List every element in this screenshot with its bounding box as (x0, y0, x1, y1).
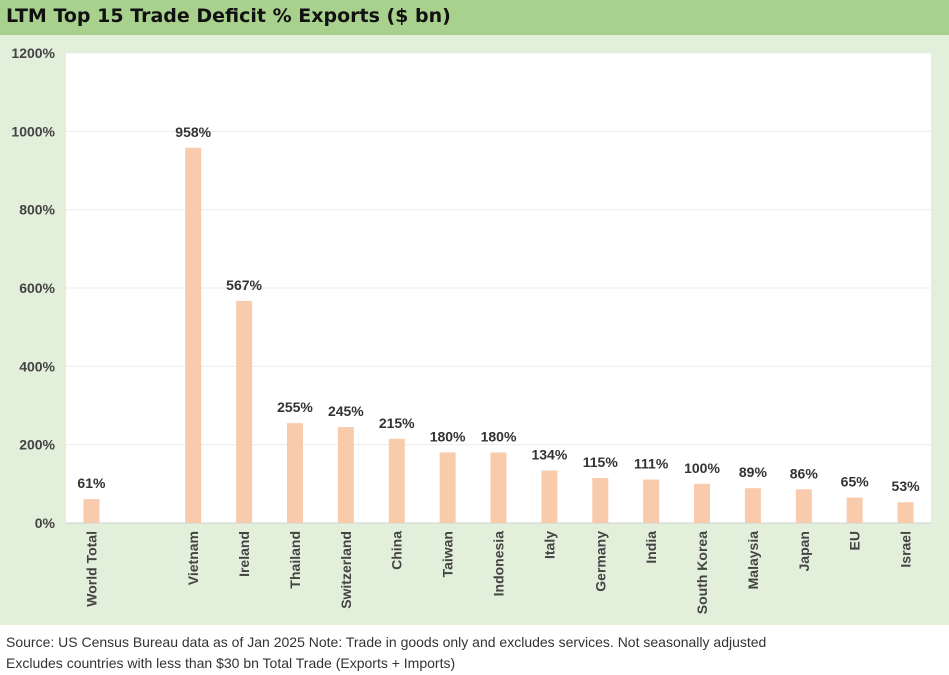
y-tick-label: 600% (19, 280, 55, 296)
chart-area: 0% 200% 400% 600% 800% 1000% 1200% 61% World Tot… (0, 35, 949, 625)
bar (643, 479, 660, 523)
bar (846, 497, 863, 523)
x-tick-label: World Total (83, 531, 99, 607)
data-label: 65% (841, 474, 870, 490)
x-tick-label: Ireland (236, 531, 252, 577)
data-label: 115% (583, 454, 619, 470)
exclusion-note: Excludes countries with less than $30 bn… (6, 655, 456, 671)
bar (185, 147, 202, 523)
bar (337, 427, 354, 523)
data-label: 111% (634, 456, 669, 472)
x-tick-label: Taiwan (440, 531, 456, 577)
bar-chart: 0% 200% 400% 600% 800% 1000% 1200% 61% World Tot… (11, 45, 931, 614)
x-tick-label: Israel (898, 531, 914, 568)
x-tick-label: Japan (796, 531, 812, 571)
bar (744, 488, 761, 523)
x-tick-label: Malaysia (745, 531, 761, 590)
data-label: 86% (790, 465, 819, 481)
data-label: 100% (684, 460, 720, 476)
bar (439, 452, 456, 523)
data-label: 134% (531, 447, 567, 463)
x-tick-label: Indonesia (491, 531, 507, 597)
bar (388, 438, 405, 523)
y-tick-label: 1000% (11, 123, 55, 139)
data-label: 245% (328, 403, 364, 419)
y-tick-label: 200% (19, 437, 55, 453)
x-tick-label: Thailand (287, 531, 303, 589)
data-label: 567% (226, 277, 262, 293)
bar (286, 423, 303, 523)
y-tick-label: 0% (35, 515, 56, 531)
y-tick-label: 400% (19, 358, 55, 374)
y-tick-label: 1200% (11, 45, 55, 61)
data-label: 255% (277, 399, 313, 415)
data-label: 215% (379, 415, 415, 431)
data-label: 53% (892, 478, 921, 494)
x-tick-label: South Korea (694, 531, 710, 614)
data-label: 180% (430, 429, 466, 445)
x-tick-label: Italy (541, 531, 557, 559)
x-tick-label: EU (847, 531, 863, 550)
chart-title: LTM Top 15 Trade Deficit % Exports ($ bn… (6, 5, 451, 27)
x-tick-label: Vietnam (185, 531, 201, 585)
x-tick-label: Switzerland (338, 531, 354, 609)
bar (541, 470, 558, 523)
data-label: 61% (77, 475, 106, 491)
bar (236, 300, 253, 523)
bar (694, 483, 711, 523)
title-band: LTM Top 15 Trade Deficit % Exports ($ bn… (0, 0, 949, 35)
source-note: Source: US Census Bureau data as of Jan … (6, 634, 767, 650)
bar (795, 489, 812, 523)
bar (897, 502, 914, 523)
source-notes: Source: US Census Bureau data as of Jan … (6, 632, 766, 674)
x-tick-label: India (643, 531, 659, 564)
y-tick-label: 800% (19, 202, 55, 218)
data-label: 958% (175, 124, 211, 140)
bar (83, 499, 100, 523)
bar (592, 477, 609, 523)
bar (490, 452, 507, 523)
x-tick-label: China (389, 531, 405, 570)
data-label: 89% (739, 464, 768, 480)
x-tick-label: Germany (592, 531, 608, 592)
data-label: 180% (481, 429, 517, 445)
